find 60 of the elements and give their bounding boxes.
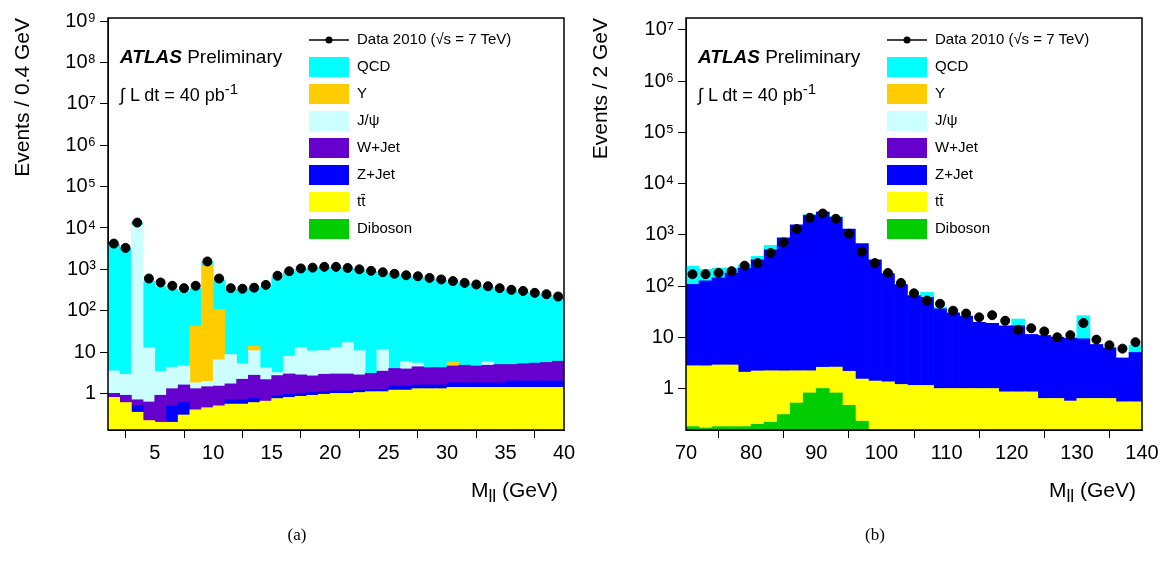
legend-label: W+Jet [935,138,979,156]
x-tick-label: 90 [805,440,828,463]
legend-label: J/ψ [357,111,380,129]
y-tick-label: 10⁶ [643,68,674,91]
y-tick-label: 10⁴ [643,171,674,194]
y-tick-label: 10 [651,324,674,347]
legend-label: Diboson [935,219,991,237]
y-tick-label: 10⁶ [65,132,96,155]
x-tick-label: 110 [930,440,963,463]
x-tick-label: 30 [435,440,459,463]
y-axis-title: Events / 0.4 GeV [10,18,34,177]
x-tick-label: 100 [864,440,899,463]
legend-label: J/ψ [935,111,958,129]
x-tick-label: 20 [319,440,342,463]
x-tick-label: 140 [1125,440,1159,463]
y-tick-label: 10³ [645,222,675,245]
x-tick-label: 15 [260,440,283,463]
legend-label: W+Jet [357,138,401,156]
x-axis-title: M$_{ll}$ (GeV) [470,478,558,508]
y-tick-label: 10⁷ [644,17,674,40]
legend-label: Data 2010 (√s = 7 TeV) [935,30,1090,48]
y-tick-label: 10³ [67,256,97,279]
legend-label: Z+Jet [935,165,974,183]
y-tick-label: 10 [73,339,96,362]
y-axis-title: Events / 2 GeV [588,18,612,160]
x-tick-label: 10 [202,440,225,463]
y-tick-label: 10⁴ [65,215,96,238]
x-tick-label: 40 [552,440,576,463]
legend-label: QCD [935,57,969,75]
legend-label: tt̄ [935,192,945,210]
y-tick-label: 10⁹ [65,8,96,31]
x-tick-label: 70 [674,440,698,463]
x-tick-label: 25 [377,440,400,463]
annotation: ATLAS Preliminary [698,46,861,68]
x-tick-label: 80 [740,440,763,463]
legend-label: Υ [357,84,368,102]
text: (b) [864,525,886,545]
legend-label: Data 2010 (√s = 7 TeV) [357,30,512,48]
y-tick-label: 10⁸ [65,50,96,73]
legend-label: Υ [935,84,946,102]
legend-label: Diboson [357,219,413,237]
x-tick-label: 130 [1060,440,1094,463]
y-tick-label: 10⁵ [643,119,674,142]
x-tick-label: 120 [995,440,1029,463]
x-tick-label: 35 [494,440,517,463]
y-tick-label: 10⁵ [65,174,96,197]
legend-label: Z+Jet [357,165,396,183]
y-tick-label: 10² [645,273,675,296]
y-tick-label: 10⁷ [66,91,96,114]
x-axis-title: M$_{ll}$ (GeV) [1048,478,1136,508]
text: (a) [286,525,308,545]
y-tick-label: 10² [67,298,97,321]
annotation: ∫ L dt = 40 pb$^{-1}$ [698,80,817,105]
legend-label: tt̄ [357,192,367,210]
annotation: ∫ L dt = 40 pb$^{-1}$ [120,80,239,105]
annotation: ATLAS Preliminary [120,46,283,68]
legend-label: QCD [357,57,391,75]
x-tick-label: 5 [149,440,161,463]
y-tick-label: 1 [84,380,96,403]
y-tick-label: 1 [662,376,674,399]
